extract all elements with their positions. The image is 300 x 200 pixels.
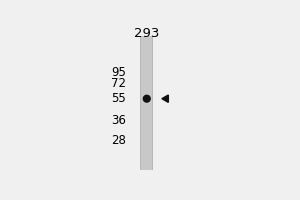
Text: 28: 28 bbox=[111, 134, 126, 147]
Polygon shape bbox=[162, 95, 168, 102]
Text: 72: 72 bbox=[111, 77, 126, 90]
Text: 293: 293 bbox=[134, 27, 160, 40]
Bar bbox=[140, 36, 153, 170]
Text: 36: 36 bbox=[111, 114, 126, 127]
Bar bbox=[140, 36, 141, 170]
Ellipse shape bbox=[143, 95, 150, 102]
Bar bbox=[152, 36, 153, 170]
Text: 95: 95 bbox=[111, 66, 126, 79]
Text: 55: 55 bbox=[111, 92, 126, 105]
